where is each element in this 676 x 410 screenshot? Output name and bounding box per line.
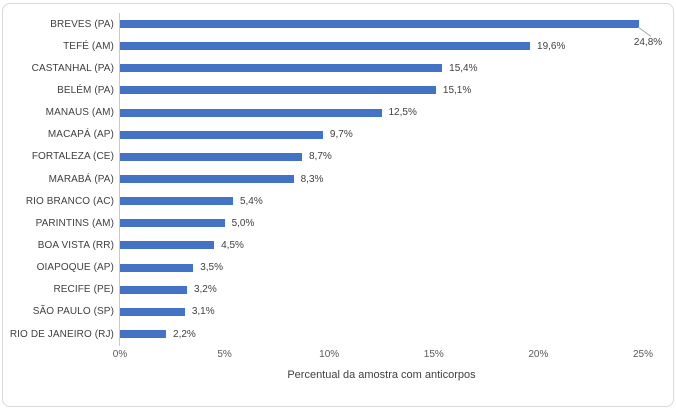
- bar: [120, 64, 443, 73]
- data-label: 5,0%: [231, 217, 255, 229]
- bar-row: 3,1%: [120, 301, 643, 323]
- bar-row: 15,1%: [120, 79, 643, 101]
- category-label: CASTANHAL (PA): [31, 62, 114, 74]
- data-label: 19,6%: [537, 40, 566, 52]
- data-label: 5,4%: [239, 195, 263, 207]
- x-axis-title: Percentual da amostra com anticorpos: [287, 369, 476, 381]
- data-label: 15,4%: [449, 62, 478, 74]
- x-axis-ticks: 0% 5% 10% 15% 20% 25%: [113, 349, 653, 362]
- data-label: 4,5%: [221, 239, 244, 251]
- bar: [120, 108, 382, 117]
- data-label: 2,2%: [173, 328, 196, 340]
- callout-data-label: 24,8%: [633, 37, 663, 48]
- category-label: MARABÁ (PA): [48, 173, 114, 185]
- x-tick-label: 0%: [112, 349, 128, 360]
- bar-row: 3,2%: [120, 279, 643, 301]
- data-label: 9,7%: [329, 129, 353, 141]
- data-label: 12,5%: [388, 107, 417, 119]
- category-label: RIO BRANCO (AC): [25, 195, 114, 207]
- x-tick-label: 10%: [319, 349, 340, 360]
- category-label: PARINTINS (AM): [35, 217, 114, 229]
- bar: [120, 130, 323, 139]
- category-label: BREVES (PA): [50, 18, 114, 30]
- category-axis: BREVES (PA) TEFÉ (AM) CASTANHAL (PA) BELÉM …: [0, 13, 114, 345]
- data-label: 3,5%: [200, 262, 224, 274]
- category-label: RIO DE JANEIRO (RJ): [9, 328, 114, 340]
- bar-row: 3,5%: [120, 257, 643, 279]
- bar: [120, 219, 225, 228]
- bar: [120, 263, 194, 272]
- x-tick-label: 25%: [632, 349, 653, 360]
- bar: [120, 20, 639, 29]
- bar: [120, 86, 436, 95]
- bar: [120, 197, 233, 206]
- plot-area: 19,6% 15,4% 15,1% 12,5% 9,7% 8,7% 8,3% 5,4% 5,0%…: [120, 13, 643, 345]
- bar-row: 4,5%: [120, 234, 643, 256]
- x-tick-label: 15%: [423, 349, 444, 360]
- bar-row: 8,3%: [120, 168, 643, 190]
- category-label: OIAPOQUE (AP): [36, 262, 114, 274]
- bar-row: [120, 13, 643, 35]
- bar: [120, 307, 185, 316]
- bar: [120, 42, 531, 51]
- bar-row: 15,4%: [120, 57, 643, 79]
- category-label: MACAPÁ (AP): [47, 129, 114, 141]
- bar-row: 9,7%: [120, 124, 643, 146]
- category-label: RECIFE (PE): [53, 284, 114, 296]
- data-label: 8,7%: [309, 151, 332, 163]
- bar-row: 5,0%: [120, 212, 643, 234]
- bar: [120, 152, 302, 161]
- bar: [120, 330, 167, 339]
- x-tick-label: 5%: [217, 349, 232, 360]
- data-label: 15,1%: [442, 84, 472, 96]
- bar-row: 8,7%: [120, 146, 643, 168]
- data-label: 3,1%: [191, 306, 215, 318]
- category-axis-line: [119, 13, 120, 346]
- bar-row: 5,4%: [120, 190, 643, 212]
- category-label: SÃO PAULO (SP): [32, 306, 114, 318]
- bar: [120, 175, 294, 184]
- bar: [120, 241, 215, 250]
- category-label: BOA VISTA (RR): [37, 239, 114, 251]
- bar: [120, 285, 187, 294]
- category-label: FORTALEZA (CE): [31, 151, 114, 163]
- category-label: TEFÉ (AM): [63, 40, 114, 52]
- bar-row: 2,2%: [120, 323, 643, 345]
- data-label: 3,2%: [193, 284, 217, 296]
- x-tick-label: 20%: [528, 349, 549, 360]
- bar-row: 12,5%: [120, 102, 643, 124]
- category-label: BELÉM (PA): [57, 84, 114, 96]
- data-label: 8,3%: [300, 173, 324, 185]
- category-label: MANAUS (AM): [45, 107, 114, 119]
- bar-row: 19,6%: [120, 35, 643, 57]
